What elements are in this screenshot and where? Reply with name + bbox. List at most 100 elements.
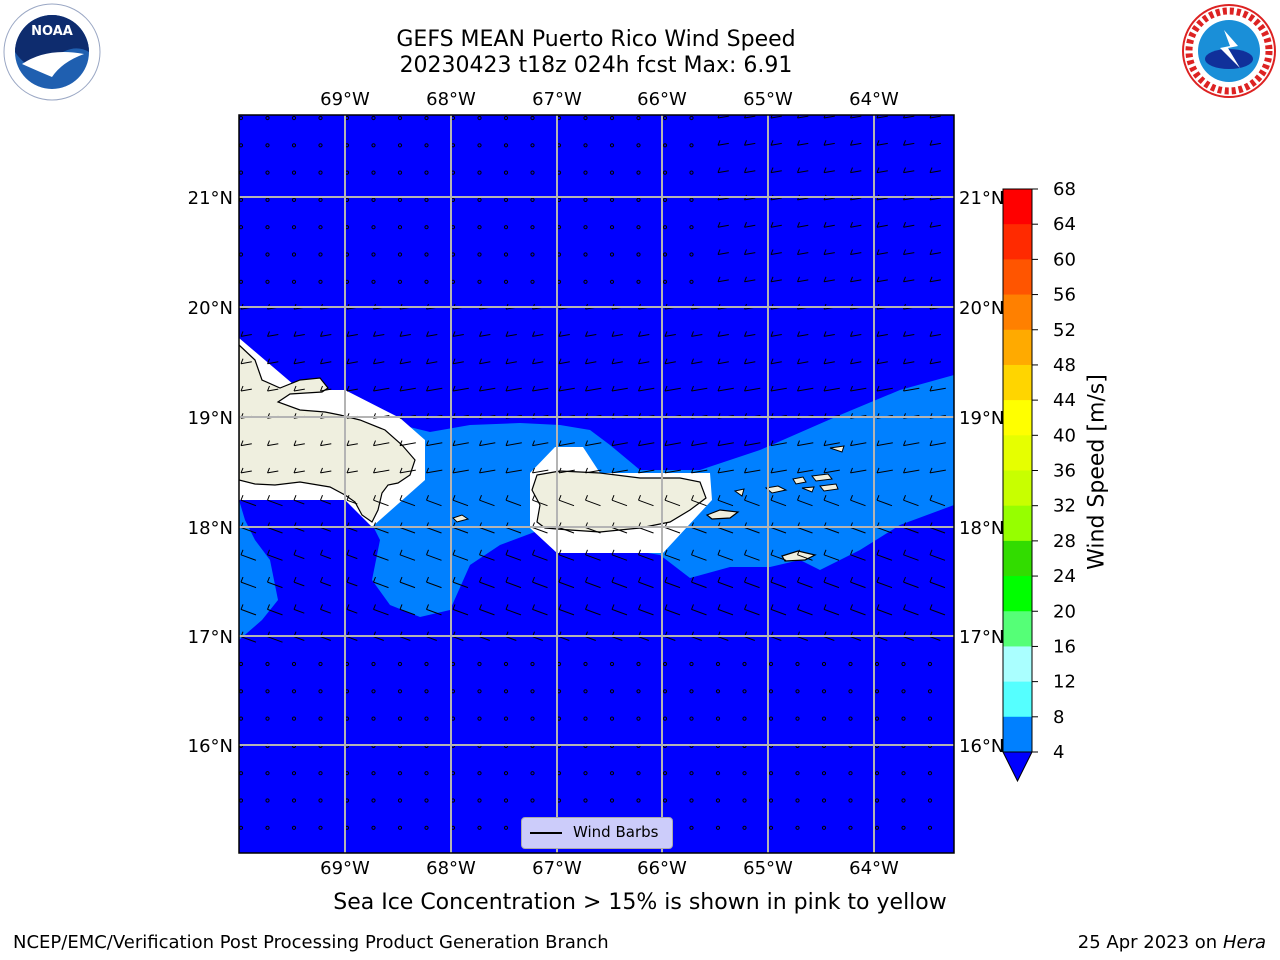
calm-barb xyxy=(583,661,588,667)
colorbar-tick-label: 16 xyxy=(1053,636,1076,657)
wind-barb xyxy=(293,388,305,392)
wind-barb xyxy=(797,224,809,228)
calm-barb xyxy=(662,170,668,175)
wind-barb xyxy=(505,527,522,534)
wind-barb-flag xyxy=(691,495,694,501)
calm-barb xyxy=(636,225,641,230)
wind-barb xyxy=(267,581,283,589)
wind-barb xyxy=(638,527,654,534)
wind-barb-flag xyxy=(426,467,429,474)
wind-barb xyxy=(638,361,650,365)
wind-barb xyxy=(638,442,655,447)
calm-barb xyxy=(318,170,323,175)
wind-barb xyxy=(320,361,332,365)
wind-barb xyxy=(770,115,782,119)
wind-barb-flag xyxy=(426,358,429,364)
wind-barb xyxy=(267,499,283,507)
wind-barb-flag xyxy=(373,331,376,337)
wind-barb xyxy=(876,142,888,146)
wind-barb-flag xyxy=(717,495,721,501)
wind-barb-flag xyxy=(585,385,588,392)
calm-barb xyxy=(503,689,509,694)
calm-barb xyxy=(609,143,615,148)
wind-barb xyxy=(823,361,835,365)
wind-barb-flag xyxy=(876,249,880,255)
wind-barb xyxy=(903,527,919,534)
wind-barb xyxy=(797,361,809,365)
wind-barb xyxy=(664,636,676,641)
calm-barb xyxy=(609,661,615,667)
wind-barb-flag xyxy=(293,331,297,337)
wind-barb-flag xyxy=(929,467,933,474)
wind-barb xyxy=(373,334,385,337)
calm-barb xyxy=(477,197,482,202)
calm-barb xyxy=(424,170,429,175)
calm-barb xyxy=(503,170,509,175)
footer-host: Hera xyxy=(1222,932,1266,953)
lat-label-right: 20°N xyxy=(959,298,1004,319)
calm-barb xyxy=(318,716,323,721)
calm-barb xyxy=(768,661,774,667)
wind-barb-flag xyxy=(929,385,933,392)
lon-label-bottom: 65°W xyxy=(743,858,793,879)
legend-label: Wind Barbs xyxy=(573,823,659,841)
wind-barb xyxy=(532,499,548,507)
wind-barb-flag xyxy=(823,440,827,446)
wind-barb xyxy=(717,527,734,534)
wind-barb xyxy=(770,581,787,589)
colorbar-tick-label: 24 xyxy=(1053,566,1076,587)
wind-barb xyxy=(399,334,411,337)
calm-barb xyxy=(265,825,270,830)
calm-barb xyxy=(371,225,376,230)
wind-barb xyxy=(823,581,840,589)
wind-barb xyxy=(293,361,305,365)
wind-barb-flag xyxy=(611,604,615,610)
wind-barb-flag xyxy=(876,276,880,282)
calm-barb xyxy=(742,689,747,694)
wind-barb-flag xyxy=(929,495,933,501)
wind-barb-flag xyxy=(744,440,747,446)
wind-barb xyxy=(717,252,729,255)
calm-barb xyxy=(424,279,429,284)
wind-barb-flag xyxy=(293,467,297,474)
wind-barb-flag xyxy=(558,495,562,501)
wind-barb xyxy=(505,554,522,561)
calm-barb xyxy=(795,771,800,776)
wind-barb xyxy=(267,443,279,447)
wind-barb-flag xyxy=(373,385,376,392)
lon-label-bottom: 64°W xyxy=(849,858,899,879)
wind-barb xyxy=(585,608,601,616)
calm-barb xyxy=(291,225,297,230)
wind-barb-flag xyxy=(797,276,800,282)
wind-barb xyxy=(797,608,813,616)
wind-barb-flag xyxy=(797,331,800,337)
wind-barb xyxy=(611,499,628,507)
wind-barb xyxy=(479,499,495,507)
calm-barb xyxy=(768,798,774,803)
calm-barb xyxy=(424,197,429,202)
wind-barb-flag xyxy=(717,385,721,392)
wind-barb-flag xyxy=(850,249,853,255)
wind-barb-flag xyxy=(850,222,853,228)
wind-barb xyxy=(267,554,283,561)
wind-barb xyxy=(505,608,522,616)
wind-barb xyxy=(797,499,813,507)
calm-barb xyxy=(530,798,535,803)
wind-barb-flag xyxy=(664,467,668,474)
wind-barb xyxy=(770,527,787,534)
wind-barb-flag xyxy=(320,440,323,446)
wind-barb xyxy=(558,581,575,589)
wind-barb xyxy=(558,499,575,507)
wind-barb-flag xyxy=(452,331,456,337)
wind-barb xyxy=(611,361,623,365)
lon-label-top: 66°W xyxy=(637,89,687,110)
calm-barb xyxy=(371,197,376,202)
land-mona-island xyxy=(452,514,470,523)
wind-barb-flag xyxy=(691,604,694,610)
wind-barb-flag xyxy=(611,385,615,392)
wind-barb-flag xyxy=(505,358,509,364)
wind-barb xyxy=(611,608,628,616)
wind-barb xyxy=(558,361,570,365)
colorbar-underflow-triangle xyxy=(1002,751,1033,783)
wind-barb-flag xyxy=(558,576,562,583)
